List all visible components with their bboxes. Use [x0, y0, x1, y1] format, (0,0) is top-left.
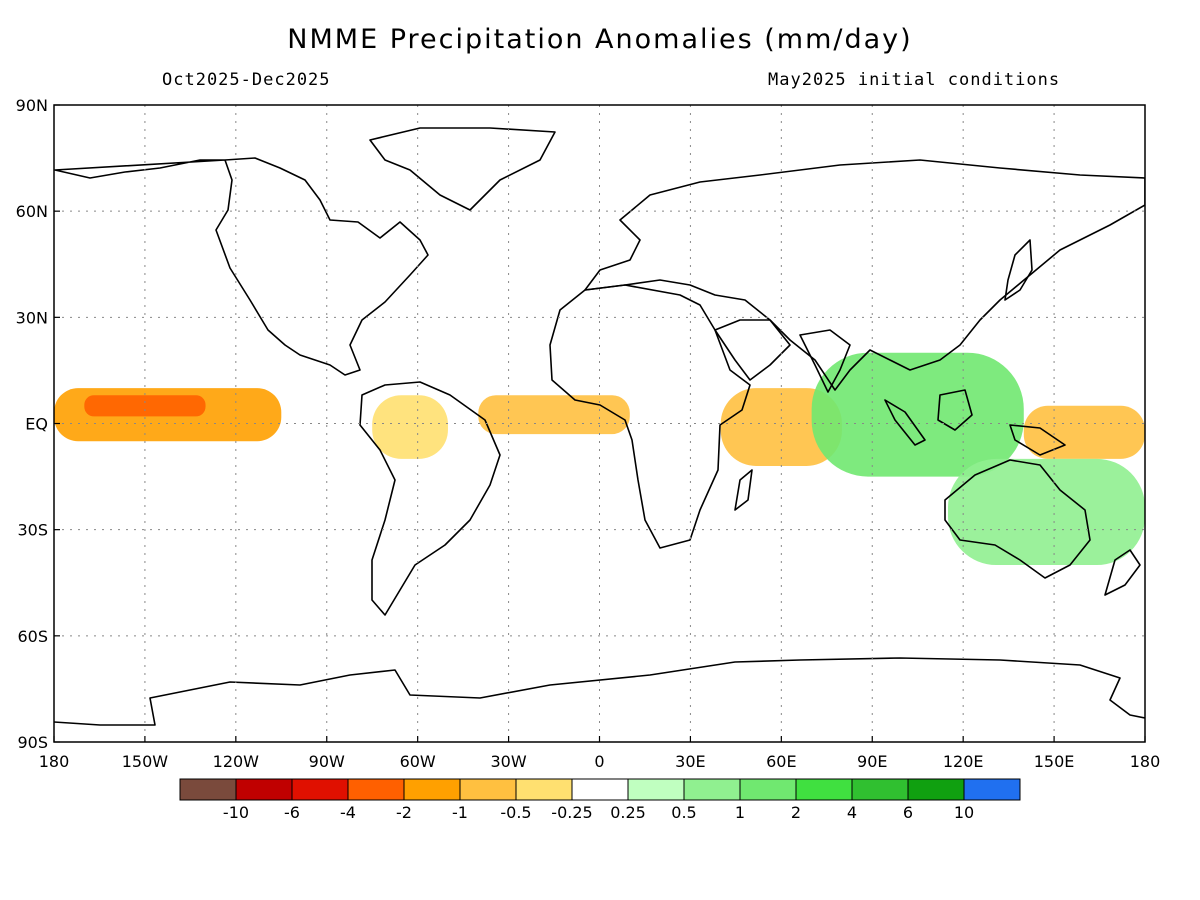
colorbar-swatch [179, 778, 237, 801]
longitude-label: 60E [766, 752, 796, 771]
anomaly-region [948, 458, 1145, 566]
latitude-label: 30S [17, 521, 48, 540]
sumatra-outline [884, 399, 926, 446]
colorbar-swatch [963, 778, 1021, 801]
longitude-label: 90E [857, 752, 887, 771]
australia-outline [944, 459, 1091, 579]
colorbar-label: -2 [396, 803, 412, 822]
latitude-label: 60N [16, 202, 48, 221]
colorbar-swatch [907, 778, 965, 801]
longitude-label: 150W [122, 752, 169, 771]
forecast-period: Oct2025-Dec2025 [162, 70, 331, 90]
longitude-label: 90W [309, 752, 345, 771]
graticule [54, 105, 1145, 742]
longitude-label: 30W [490, 752, 526, 771]
colorbar-swatch [795, 778, 853, 801]
longitude-label: 180 [39, 752, 70, 771]
latitude-label: 30N [16, 308, 48, 327]
anomaly-region [720, 388, 842, 466]
colorbar-swatch [627, 778, 685, 801]
colorbar-label: 0.5 [671, 803, 696, 822]
anomaly-region [84, 395, 206, 417]
colorbar-label: 2 [791, 803, 801, 822]
north-america-outline [54, 157, 429, 376]
colorbar-swatch [515, 778, 573, 801]
chart-title: NMME Precipitation Anomalies (mm/day) [287, 24, 913, 55]
africa-outline [549, 284, 751, 549]
colorbar-swatch [851, 778, 909, 801]
longitude-label: 180 [1130, 752, 1161, 771]
colorbar-swatch [459, 778, 517, 801]
colorbar-label: 4 [847, 803, 857, 822]
colorbar-label: -1 [452, 803, 468, 822]
colorbar-label: 1 [735, 803, 745, 822]
longitude-label: 30E [675, 752, 705, 771]
anomaly-shading [54, 352, 1145, 566]
japan-outline [1004, 239, 1033, 301]
colorbar: -10 -6 -4 -2 -1 -0.5 -0.25 0.25 0.5 1 2 4 6 10 [179, 778, 1021, 822]
colorbar-swatch [403, 778, 461, 801]
borneo-outline [937, 389, 973, 431]
latitude-label: 60S [17, 627, 48, 646]
colorbar-swatch [235, 778, 293, 801]
longitude-label: 150E [1034, 752, 1075, 771]
madagascar-outline [734, 469, 753, 511]
arabia-outline [714, 319, 791, 381]
anomaly-region [478, 395, 630, 435]
colorbar-swatch [291, 778, 349, 801]
colorbar-label: -4 [340, 803, 356, 822]
longitude-label: 60W [400, 752, 436, 771]
anomaly-region [811, 352, 1024, 477]
new-guinea-outline [1009, 424, 1066, 456]
longitude-label: 120W [213, 752, 260, 771]
colorbar-swatch [739, 778, 797, 801]
south-america-outline [359, 381, 501, 616]
colorbar-swatch [347, 778, 405, 801]
new-zealand-outline [1104, 549, 1141, 596]
antarctica-outline [54, 657, 1145, 726]
longitude-label: 120E [943, 752, 984, 771]
colorbar-label: -0.25 [551, 803, 592, 822]
colorbar-swatch [571, 778, 629, 801]
anomaly-region [1023, 405, 1145, 459]
latitude-label: 90S [17, 733, 48, 752]
colorbar-label: -0.5 [500, 803, 531, 822]
initial-conditions: May2025 initial conditions [768, 70, 1061, 90]
india-outline [799, 329, 851, 393]
colorbar-label: -10 [223, 803, 249, 822]
europe-asia-outline [584, 159, 1145, 391]
colorbar-label: 10 [954, 803, 974, 822]
colorbar-label: 0.25 [610, 803, 646, 822]
anomaly-region [372, 395, 448, 459]
colorbar-label: -6 [284, 803, 300, 822]
colorbar-label: 6 [903, 803, 913, 822]
latitude-label: EQ [25, 415, 48, 434]
colorbar-swatch [683, 778, 741, 801]
latitude-label: 90N [16, 96, 48, 115]
greenland-outline [369, 127, 556, 211]
continent-outlines [54, 127, 1145, 726]
longitude-label: 0 [594, 752, 604, 771]
